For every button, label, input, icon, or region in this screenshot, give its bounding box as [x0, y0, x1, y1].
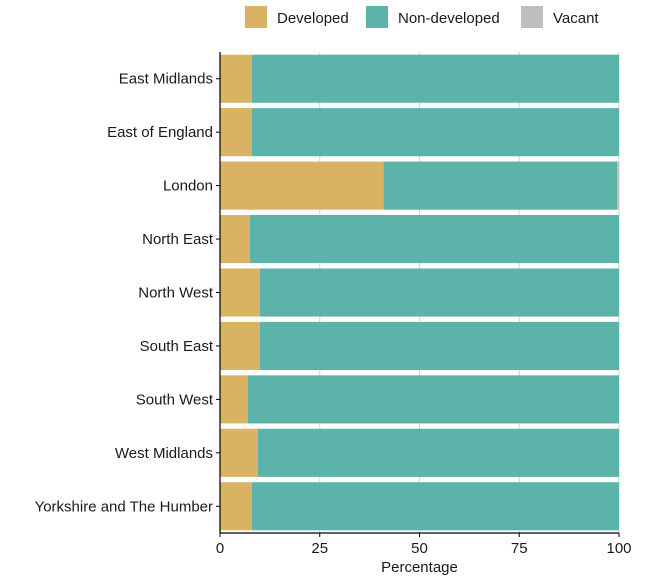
bar-segment-developed: [220, 375, 248, 424]
legend-swatch: [366, 6, 388, 28]
bar-segment-non-developed: [251, 482, 620, 531]
bar-segment-non-developed: [247, 375, 619, 424]
bar-segment-developed: [220, 215, 250, 264]
bar-segment-developed: [220, 268, 260, 317]
bar-segment-non-developed: [383, 161, 618, 210]
x-axis-tick-labels: 0 25 50 75 100: [216, 533, 632, 557]
bar-segment-non-developed: [249, 215, 620, 264]
x-tick-label: 50: [411, 540, 428, 557]
y-category-label: East Midlands: [119, 71, 213, 88]
x-axis-title: Percentage: [381, 559, 458, 576]
bar-segment-developed: [220, 161, 384, 210]
y-category-label: West Midlands: [115, 445, 213, 462]
bar-segment-developed: [220, 428, 258, 477]
y-category-label: Yorkshire and The Humber: [35, 498, 213, 515]
bar-segment-developed: [220, 482, 252, 531]
legend-label: Vacant: [553, 10, 599, 27]
x-tick-label: 100: [606, 540, 631, 557]
legend-label: Developed: [277, 10, 349, 27]
bar-segment-developed: [220, 54, 252, 103]
y-category-label: South West: [136, 391, 214, 408]
y-category-label: South East: [140, 338, 214, 355]
bar-segment-developed: [220, 321, 260, 370]
x-tick-label: 0: [216, 540, 224, 557]
y-category-label: East of England: [107, 124, 213, 141]
bar-segment-non-developed: [257, 428, 619, 477]
bar-segment-non-developed: [251, 54, 620, 103]
x-tick-label: 75: [511, 540, 528, 557]
legend-label: Non-developed: [398, 10, 500, 27]
bar-segment-developed: [220, 108, 252, 157]
legend-swatch: [245, 6, 267, 28]
y-category-label: London: [163, 178, 213, 195]
bar-segment-non-developed: [251, 108, 620, 157]
bars: [220, 54, 620, 531]
legend: Developed Non-developed Vacant: [245, 6, 599, 28]
bar-segment-non-developed: [259, 321, 619, 370]
y-category-label: North West: [138, 285, 214, 302]
y-axis-category-labels: East Midlands East of England London North …: [35, 71, 220, 515]
y-category-label: North East: [142, 231, 214, 248]
x-tick-label: 25: [311, 540, 328, 557]
legend-swatch: [521, 6, 543, 28]
bar-segment-vacant: [617, 161, 619, 210]
bar-segment-non-developed: [259, 268, 619, 317]
